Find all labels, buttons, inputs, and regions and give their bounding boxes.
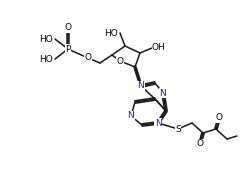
- Text: P: P: [65, 45, 71, 54]
- Text: O: O: [116, 56, 124, 66]
- Text: O: O: [216, 113, 222, 123]
- Text: OH: OH: [152, 43, 166, 52]
- Text: N: N: [155, 119, 161, 127]
- Text: HO: HO: [39, 35, 53, 43]
- Text: O: O: [84, 54, 91, 62]
- Text: O: O: [197, 140, 204, 148]
- Text: HO: HO: [39, 54, 53, 64]
- Text: N: N: [160, 89, 166, 98]
- Text: HO: HO: [104, 28, 118, 37]
- Text: N: N: [138, 81, 144, 90]
- Text: O: O: [65, 24, 72, 33]
- Text: S: S: [175, 125, 181, 134]
- Text: N: N: [128, 111, 134, 121]
